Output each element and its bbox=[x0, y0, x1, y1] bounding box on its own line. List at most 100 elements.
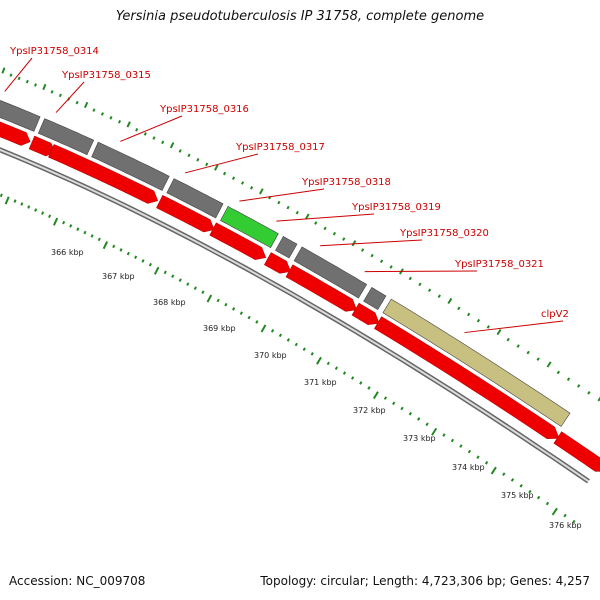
outer-tick bbox=[577, 384, 581, 388]
inner-tick bbox=[255, 320, 259, 324]
inner-tick bbox=[490, 466, 497, 475]
cds-arrow[interactable] bbox=[373, 316, 560, 439]
inner-tick bbox=[178, 278, 182, 282]
leader-line bbox=[364, 270, 478, 273]
gene-label[interactable]: YpsIP31758_0318 bbox=[301, 177, 391, 188]
outer-tick bbox=[466, 312, 471, 317]
outer-tick bbox=[178, 149, 182, 153]
inner-tick bbox=[153, 266, 160, 275]
outer-tick bbox=[58, 93, 62, 98]
inner-tick bbox=[528, 489, 532, 494]
inner-tick bbox=[53, 217, 59, 226]
inner-tick bbox=[4, 196, 10, 205]
gene-labels[interactable]: YpsIP31758_0314 YpsIP31758_0315 YpsIP31758… bbox=[4, 46, 569, 334]
cds-track[interactable] bbox=[0, 106, 600, 472]
inner-tick bbox=[400, 406, 404, 411]
scale-ticks bbox=[0, 67, 600, 524]
inner-tick bbox=[141, 259, 145, 263]
cds-arrow[interactable] bbox=[263, 252, 291, 274]
inner-tick bbox=[551, 507, 558, 516]
inner-tick bbox=[450, 438, 455, 443]
inner-tick bbox=[342, 371, 347, 375]
outer-tick bbox=[506, 337, 510, 342]
inner-tick bbox=[510, 478, 515, 482]
inner-tick bbox=[239, 311, 243, 316]
inner-tick bbox=[148, 262, 152, 267]
cds-arrow[interactable] bbox=[156, 194, 215, 233]
outer-tick bbox=[314, 221, 318, 225]
inner-tick bbox=[163, 270, 167, 275]
inner-tick bbox=[563, 513, 567, 518]
inner-tick bbox=[484, 461, 489, 465]
leader-line bbox=[4, 57, 33, 92]
scale-label: 366 kbp bbox=[51, 248, 84, 257]
cds-arrow[interactable] bbox=[285, 264, 358, 312]
scale-label: 374 kbp bbox=[452, 463, 485, 472]
inner-tick bbox=[270, 329, 275, 333]
inner-tick bbox=[20, 202, 24, 206]
inner-tick bbox=[502, 472, 506, 477]
inner-tick bbox=[392, 401, 396, 406]
inner-tick bbox=[69, 224, 73, 228]
outer-tick bbox=[152, 136, 156, 140]
outer-tick bbox=[476, 318, 481, 323]
cds-arrow[interactable] bbox=[553, 431, 600, 472]
outer-tick bbox=[214, 164, 219, 171]
gene-label[interactable]: YpsIP31758_0316 bbox=[159, 104, 249, 115]
inner-tick bbox=[102, 241, 109, 250]
backbone-line bbox=[0, 147, 590, 484]
outer-tick bbox=[259, 188, 264, 195]
gene-label[interactable]: clpV2 bbox=[541, 309, 569, 320]
inner-tick bbox=[294, 342, 298, 347]
outer-tick bbox=[277, 200, 281, 205]
gene-box[interactable] bbox=[0, 98, 41, 132]
inner-tick bbox=[431, 427, 438, 436]
gene-box[interactable] bbox=[37, 118, 95, 156]
outer-tick bbox=[240, 181, 245, 185]
cds-arrow[interactable] bbox=[209, 222, 267, 260]
outer-tick bbox=[126, 121, 131, 128]
cds-arrow[interactable] bbox=[351, 302, 380, 325]
scale-label: 373 kbp bbox=[403, 434, 436, 443]
gene-label[interactable]: YpsIP31758_0319 bbox=[351, 202, 441, 213]
outer-tick bbox=[295, 210, 299, 215]
outer-tick bbox=[360, 248, 365, 252]
gene-box[interactable] bbox=[166, 178, 224, 219]
gene-box[interactable] bbox=[293, 246, 368, 299]
gene-box[interactable] bbox=[91, 141, 170, 191]
cds-arrow[interactable] bbox=[0, 106, 31, 146]
gene-box[interactable] bbox=[382, 298, 571, 427]
gene-label[interactable]: YpsIP31758_0314 bbox=[9, 46, 99, 57]
leader-line bbox=[184, 153, 259, 174]
inner-tick bbox=[260, 324, 267, 333]
inner-tick bbox=[83, 230, 87, 235]
gene-track[interactable] bbox=[0, 98, 571, 427]
inner-tick bbox=[34, 208, 38, 212]
outer-tick bbox=[1, 67, 6, 74]
topology-text: Topology: circular; Length: 4,723,306 bp… bbox=[260, 574, 590, 588]
backbone-inner bbox=[0, 148, 590, 483]
scale-labels: 366 kbp 367 kbp 368 kbp 369 kbp 370 kbp 371 k… bbox=[51, 248, 582, 530]
inner-tick bbox=[171, 274, 175, 279]
outer-tick bbox=[447, 297, 453, 305]
outer-tick bbox=[370, 253, 374, 258]
gene-label[interactable]: YpsIP31758_0321 bbox=[454, 259, 544, 270]
cds-arrow[interactable] bbox=[48, 144, 159, 204]
outer-tick bbox=[222, 171, 227, 176]
leader-line bbox=[120, 115, 183, 142]
inner-tick bbox=[119, 248, 123, 252]
inner-tick bbox=[316, 356, 322, 365]
leader-line bbox=[239, 188, 325, 202]
gene-label[interactable]: YpsIP31758_0315 bbox=[61, 70, 151, 81]
outer-tick bbox=[34, 83, 38, 87]
outer-tick bbox=[486, 325, 490, 329]
inner-tick bbox=[193, 286, 197, 290]
gene-box[interactable] bbox=[220, 205, 279, 249]
gene-box[interactable] bbox=[363, 286, 387, 311]
inner-tick bbox=[572, 519, 576, 524]
gene-label[interactable]: YpsIP31758_0320 bbox=[399, 228, 489, 239]
gene-box[interactable] bbox=[275, 235, 298, 259]
outer-tick bbox=[84, 101, 89, 109]
gene-label[interactable]: YpsIP31758_0317 bbox=[235, 142, 325, 153]
